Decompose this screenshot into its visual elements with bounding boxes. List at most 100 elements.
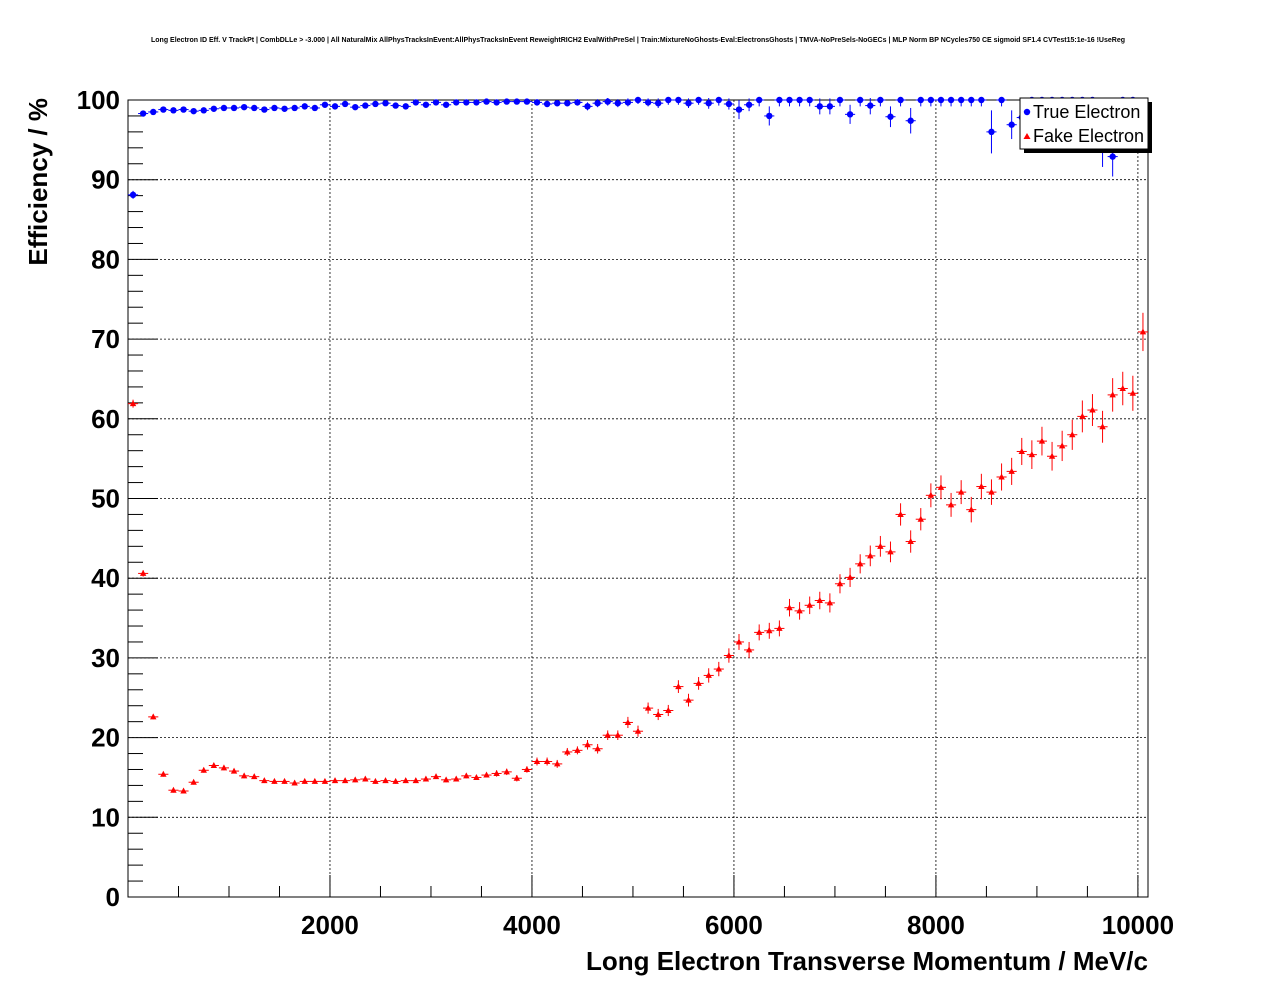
data-point	[1109, 153, 1116, 160]
data-point	[826, 599, 834, 606]
data-point	[594, 99, 601, 107]
data-point	[170, 786, 177, 793]
data-point	[412, 99, 420, 106]
data-point	[654, 710, 662, 717]
data-point	[1008, 121, 1015, 128]
data-point	[897, 96, 904, 104]
data-point	[917, 515, 924, 522]
data-point	[725, 100, 733, 108]
data-point	[281, 777, 288, 784]
data-point	[442, 776, 450, 783]
data-point	[554, 760, 561, 767]
data-point	[584, 741, 591, 748]
data-point	[331, 103, 339, 110]
data-point	[261, 777, 268, 784]
data-point	[624, 99, 632, 106]
x-axis-label: Long Electron Transverse Momentum / MeV/…	[586, 946, 1148, 976]
data-point	[776, 96, 783, 104]
data-point	[634, 727, 642, 734]
data-point	[432, 773, 440, 780]
y-tick-label: 20	[91, 723, 120, 753]
data-point	[887, 548, 894, 555]
data-point	[180, 106, 187, 113]
data-point	[665, 96, 672, 104]
data-point	[382, 99, 389, 107]
data-point	[200, 766, 207, 773]
data-point	[1069, 431, 1076, 438]
data-point	[291, 104, 298, 112]
x-tick-label: 10000	[1102, 910, 1174, 940]
data-point	[867, 102, 874, 109]
data-point	[321, 777, 329, 784]
data-point	[311, 777, 319, 784]
series-layer	[128, 96, 1148, 794]
data-point	[1079, 412, 1086, 419]
legend-box	[1019, 97, 1149, 150]
series-fake-electron	[128, 312, 1148, 794]
data-point	[685, 99, 692, 107]
data-point	[564, 748, 571, 755]
y-tick-label: 80	[91, 244, 120, 274]
data-point	[422, 775, 430, 782]
data-point	[957, 488, 965, 495]
data-point	[1119, 385, 1126, 392]
legend-marker-fake-electron	[1023, 133, 1031, 139]
data-point	[321, 101, 329, 108]
data-point	[856, 96, 864, 104]
data-point	[281, 105, 288, 112]
data-point	[513, 98, 521, 105]
data-point	[362, 775, 369, 782]
data-point	[856, 560, 864, 567]
data-point	[867, 552, 874, 559]
data-point	[240, 103, 248, 111]
data-point	[917, 96, 924, 104]
data-point	[634, 96, 642, 104]
data-point	[1038, 437, 1046, 444]
data-point	[584, 103, 591, 110]
data-point	[160, 106, 167, 113]
data-point	[453, 775, 460, 782]
data-point	[978, 483, 985, 490]
data-point	[341, 777, 349, 784]
series-true-electron	[128, 96, 1138, 199]
data-point	[523, 765, 531, 772]
data-point	[988, 488, 995, 495]
data-point	[846, 111, 854, 118]
data-point	[372, 100, 379, 108]
data-point	[695, 679, 702, 686]
data-point	[937, 483, 945, 490]
data-point	[776, 624, 783, 631]
data-point	[160, 770, 167, 777]
data-point	[786, 96, 793, 104]
data-point	[947, 501, 955, 508]
legend-marker-true-electron	[1023, 108, 1031, 116]
data-point	[907, 538, 914, 545]
y-tick-label: 30	[91, 643, 120, 673]
data-point	[574, 746, 581, 753]
data-point	[301, 103, 308, 110]
data-point	[897, 510, 904, 517]
data-point	[463, 772, 470, 779]
data-point	[1058, 442, 1066, 449]
data-point	[251, 773, 258, 780]
legend-label-fake-electron: Fake Electron	[1033, 126, 1144, 146]
data-point	[1008, 467, 1015, 474]
data-point	[766, 627, 773, 634]
data-point	[705, 99, 712, 107]
data-point	[453, 99, 460, 106]
data-point	[644, 704, 652, 711]
data-point	[695, 96, 702, 104]
data-point	[271, 777, 278, 784]
data-point	[261, 106, 268, 113]
data-point	[533, 758, 541, 765]
data-point	[1109, 391, 1116, 398]
data-point	[1048, 452, 1056, 459]
data-point	[129, 400, 137, 407]
data-point	[230, 104, 238, 112]
data-point	[463, 99, 470, 106]
data-point	[1018, 447, 1025, 454]
y-tick-label: 40	[91, 563, 120, 593]
data-point	[806, 601, 813, 608]
data-point	[533, 99, 541, 106]
